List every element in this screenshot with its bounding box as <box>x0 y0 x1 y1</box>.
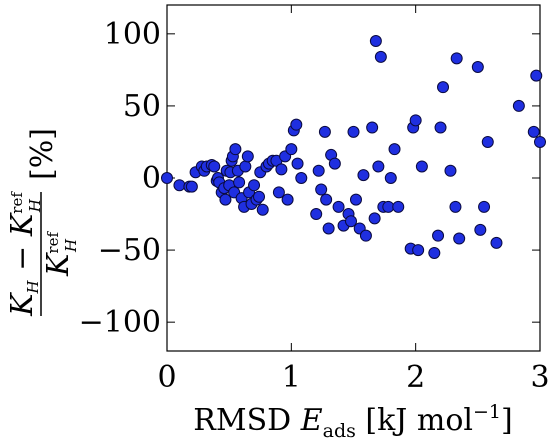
tick-labels: 0 1 2 3 100 50 0 −50 −100 <box>79 17 548 395</box>
data-point <box>312 164 325 177</box>
data-point <box>328 157 341 170</box>
y-axis-title-units: [%] <box>25 128 60 180</box>
y-num-var2: K <box>5 212 40 237</box>
data-point <box>233 176 246 189</box>
data-point <box>239 160 252 173</box>
y-num-minus: − <box>5 236 40 280</box>
data-point <box>256 203 269 216</box>
data-point <box>530 69 543 82</box>
y-tick-label: −100 <box>79 305 161 340</box>
data-point <box>320 193 333 206</box>
data-point <box>359 229 372 242</box>
data-point <box>173 179 186 192</box>
data-point <box>527 125 540 138</box>
data-point <box>275 163 288 176</box>
data-point <box>490 236 503 249</box>
data-point <box>285 143 298 156</box>
data-point <box>281 193 294 206</box>
y-tick-label: −50 <box>98 233 161 268</box>
data-point <box>534 135 546 148</box>
data-point <box>248 179 261 192</box>
data-point <box>450 52 463 65</box>
data-point <box>409 114 422 127</box>
data-point <box>332 200 345 213</box>
data-point <box>310 208 323 221</box>
data-point <box>229 143 242 156</box>
data-point <box>322 222 335 235</box>
data-point <box>349 193 362 206</box>
data-point <box>474 223 487 236</box>
data-point <box>382 200 395 213</box>
y-tick-label: 50 <box>123 89 161 124</box>
y-num-sub2: H <box>26 198 44 213</box>
y-axis-title-denominator: KrefH <box>41 231 80 277</box>
y-axis-title: KH − KrefH KrefH [%] <box>5 128 80 317</box>
data-point <box>432 229 445 242</box>
data-point <box>241 150 254 163</box>
data-point <box>437 81 450 94</box>
data-point <box>471 60 484 73</box>
data-point <box>444 164 457 177</box>
x-axis-title-units: [kJ mol <box>356 403 473 438</box>
data-point <box>374 50 387 63</box>
y-tick-label: 100 <box>104 17 161 52</box>
y-tick-label: 0 <box>142 161 161 196</box>
x-axis-title-prefix: RMSD <box>193 403 300 438</box>
data-point <box>219 193 232 206</box>
data-point <box>185 180 198 193</box>
y-axis-title-numerator: KH − KrefH <box>5 191 44 317</box>
data-point <box>453 232 466 245</box>
data-point <box>357 169 370 182</box>
data-point <box>412 244 425 257</box>
data-point <box>372 160 385 173</box>
data-point <box>347 125 360 138</box>
data-point <box>449 200 462 213</box>
x-axis-title-units-sup: −1 <box>473 401 501 423</box>
y-num-sub: H <box>24 279 42 294</box>
data-point <box>415 160 428 173</box>
x-tick-label: 1 <box>282 360 301 395</box>
data-point <box>368 212 381 225</box>
y-den-sup: ref <box>44 231 62 254</box>
data-point <box>272 186 285 199</box>
x-tick-label: 3 <box>530 360 548 395</box>
data-point <box>318 125 331 138</box>
data-point <box>388 143 401 156</box>
data-point <box>315 183 328 196</box>
y-den-sub: H <box>62 238 80 253</box>
y-num-var: K <box>5 292 40 317</box>
y-num-sup2: ref <box>8 191 26 214</box>
data-point <box>392 200 405 213</box>
data-point <box>291 157 304 170</box>
data-point <box>481 135 494 148</box>
x-axis-title-var: E <box>300 403 323 438</box>
x-tick-label: 0 <box>157 360 176 395</box>
data-point <box>208 160 221 173</box>
data-points <box>161 35 546 259</box>
x-axis-title: RMSD Eads [kJ mol−1] <box>193 401 512 442</box>
data-point <box>295 172 308 184</box>
data-point <box>161 172 173 184</box>
data-point <box>253 190 266 203</box>
x-axis-title-units-close: ] <box>501 403 513 438</box>
data-point <box>369 35 382 48</box>
data-point <box>345 215 358 228</box>
data-point <box>478 200 491 213</box>
data-point <box>512 99 525 112</box>
data-point <box>290 118 303 131</box>
data-point <box>434 121 447 134</box>
data-point <box>366 121 379 134</box>
data-point <box>384 172 397 184</box>
data-point <box>428 246 441 259</box>
x-tick-label: 2 <box>406 360 425 395</box>
y-den-var: K <box>41 252 76 277</box>
x-axis-title-sub: ads <box>323 420 356 442</box>
